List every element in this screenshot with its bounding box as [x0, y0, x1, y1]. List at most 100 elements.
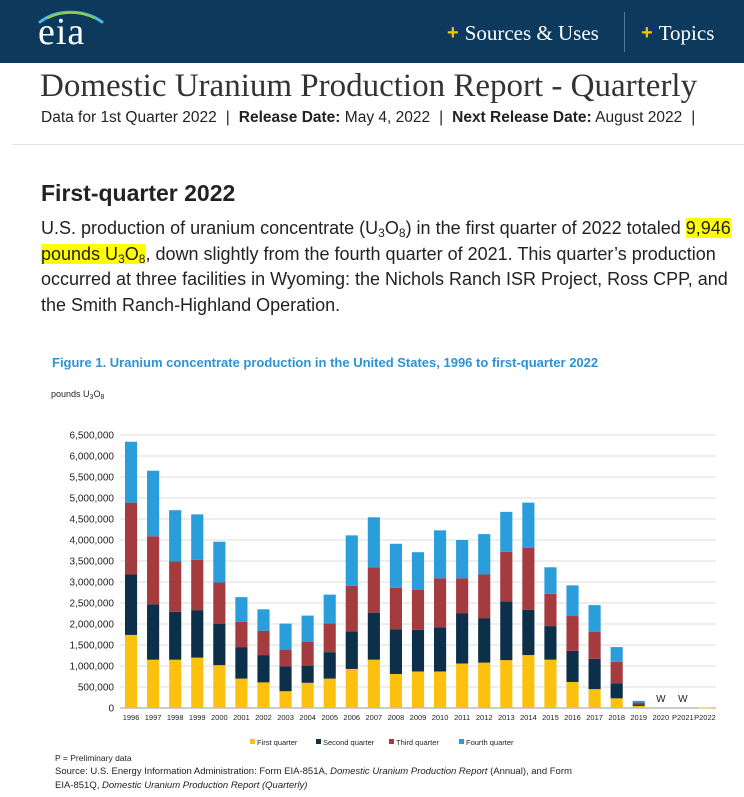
source-note: Source: U.S. Energy Information Administ… — [55, 765, 575, 792]
bar-segment — [522, 547, 535, 610]
x-tick-label: 2008 — [388, 713, 405, 722]
bar-segment — [191, 514, 204, 560]
eia-logo-swoosh-icon[interactable] — [36, 8, 106, 56]
bar-segment — [389, 673, 402, 708]
x-tick-label: 1999 — [189, 713, 206, 722]
nav-sources-uses[interactable]: + Sources & Uses — [447, 18, 599, 48]
bar-segment — [500, 551, 513, 602]
bar-segment — [389, 543, 402, 588]
bar-segment — [411, 629, 425, 672]
y-unit-text: pounds U — [51, 389, 90, 399]
page-title: Domestic Uranium Production Report - Qua… — [40, 68, 698, 104]
bar-segment — [610, 647, 623, 662]
para-text: O — [384, 218, 399, 238]
x-tick-label: 2001 — [233, 713, 250, 722]
legend-label: First quarter — [257, 738, 298, 747]
bar-segment — [434, 530, 447, 579]
y-unit-text: O — [93, 389, 101, 399]
bar-segment — [566, 681, 579, 708]
bar-segment — [213, 582, 226, 624]
para-text: U.S. production of uranium concentrate (… — [41, 218, 379, 238]
subscript: 8 — [100, 394, 105, 401]
bar-segment — [610, 698, 623, 708]
bar-segment — [235, 647, 248, 679]
bar-segment — [279, 623, 292, 650]
y-tick-label: 2,500,000 — [70, 599, 115, 610]
bar-segment — [147, 536, 160, 605]
bar-segment — [257, 630, 270, 656]
divider — [12, 144, 744, 145]
bar-segment — [610, 661, 623, 684]
bar-segment — [367, 659, 380, 708]
x-tick-label: 2007 — [366, 713, 383, 722]
x-tick-label: 2003 — [277, 713, 294, 722]
x-tick-label: 2012 — [476, 713, 493, 722]
bar-segment — [566, 585, 579, 617]
withheld-label: W — [678, 694, 688, 705]
bar-segment — [522, 655, 535, 708]
separator: | — [225, 109, 230, 126]
x-tick-label: 2004 — [299, 713, 316, 722]
bar-segment — [478, 574, 491, 619]
bar-segment — [235, 597, 248, 622]
y-tick-label: 3,500,000 — [70, 557, 115, 568]
bar-segment — [191, 610, 204, 658]
y-tick-label: 2,000,000 — [70, 620, 115, 631]
production-bar-chart: 0 500,000 1,000,000 1,500,000 2,000,000 2,500… — [70, 431, 716, 747]
bar-segment — [279, 649, 292, 667]
bar-segment — [257, 609, 270, 631]
legend-swatch — [250, 739, 255, 744]
x-tick-label: 2015 — [542, 713, 559, 722]
x-tick-label: 2002 — [255, 713, 272, 722]
bar-segment — [169, 659, 182, 708]
eia-logo-text[interactable]: eia — [38, 11, 86, 53]
bar-segment — [147, 470, 160, 537]
x-tick-label: 1996 — [123, 713, 140, 722]
x-tick-label: 2011 — [454, 713, 470, 722]
y-tick-label: 6,500,000 — [70, 431, 115, 442]
x-tick-label: 1997 — [145, 713, 162, 722]
highlight-text: 9,946 pounds U — [41, 218, 731, 264]
source-title: Domestic Uranium Production Report (Quar… — [102, 779, 308, 791]
subscript: 3 — [89, 394, 94, 401]
bar-segment — [522, 502, 535, 548]
x-tick-label: P2021 — [672, 713, 694, 722]
para-text: ) in the first quarter of 2022 totaled — [405, 218, 686, 238]
release-date-value: May 4, 2022 — [344, 109, 431, 126]
bar-segment — [411, 589, 425, 630]
bar-segment — [301, 641, 314, 666]
bar-segment — [434, 671, 447, 708]
bar-segment — [169, 510, 182, 562]
bar-segment — [411, 552, 425, 590]
x-tick-label: 2010 — [432, 713, 449, 722]
x-tick-label: 2016 — [564, 713, 581, 722]
bar-segment — [279, 666, 292, 692]
y-tick-label: 500,000 — [78, 683, 115, 694]
x-tick-label: 2017 — [586, 713, 603, 722]
bar-segment — [213, 541, 226, 583]
summary-paragraph: U.S. production of uranium concentrate (… — [41, 216, 741, 319]
y-tick-label: 5,500,000 — [70, 473, 115, 484]
bar-segment — [345, 631, 358, 669]
nav-topics[interactable]: + Topics — [641, 18, 714, 48]
bar-segment — [456, 663, 469, 708]
x-tick-label: 1998 — [167, 713, 184, 722]
bar-segment — [323, 623, 336, 653]
source-text: Source: U.S. Energy Information Administ… — [55, 766, 331, 777]
bar-segment — [191, 657, 204, 708]
plus-icon: + — [447, 21, 459, 44]
subscript: 3 — [378, 226, 385, 240]
bar-segment — [124, 634, 138, 708]
release-date-label: Release Date: — [238, 109, 341, 126]
bar-segment — [279, 691, 292, 708]
bar-segment — [544, 626, 557, 660]
figure-title: Figure 1. Uranium concentrate production… — [52, 355, 599, 370]
x-tick-label: 2006 — [343, 713, 360, 722]
x-tick-label: 2000 — [211, 713, 228, 722]
section-heading: First-quarter 2022 — [41, 180, 236, 206]
y-axis-unit: pounds U3O8 — [51, 389, 105, 401]
source-text: (Annual), and Form EIA-851Q, — [55, 766, 572, 791]
bar-segment — [566, 650, 579, 682]
bar-segment — [367, 567, 380, 613]
bar-segment — [588, 658, 601, 690]
